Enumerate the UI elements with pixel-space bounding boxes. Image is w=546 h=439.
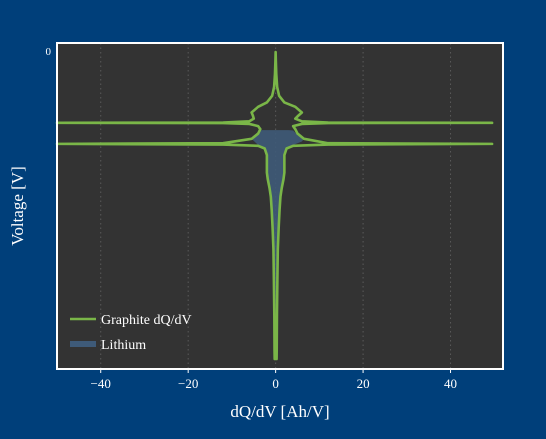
grid-layer: [100, 43, 452, 369]
series-layer: [55, 50, 494, 361]
legend-label-graphite: Graphite dQ/dV: [101, 313, 192, 328]
tick-layer: −40 −20 0 20 40 0: [46, 46, 458, 391]
x-tick-label-2: 0: [272, 376, 279, 391]
x-axis-label: dQ/dV [Ah/V]: [230, 402, 329, 421]
x-tick-label-1: −20: [178, 376, 198, 391]
legend-label-lithium: Lithium: [101, 338, 146, 353]
legend-swatch-lithium: [70, 341, 96, 347]
y-tick-label-0: 0: [46, 46, 52, 58]
x-tick-label-3: 20: [357, 376, 370, 391]
y-axis-label: Voltage [V]: [8, 166, 27, 245]
x-tick-label-0: −40: [91, 376, 111, 391]
plot-frame: [56, 42, 504, 370]
x-tick-label-4: 40: [444, 376, 457, 391]
series-graphite-line: [55, 50, 494, 361]
legend: Graphite dQ/dV Lithium: [70, 313, 192, 353]
